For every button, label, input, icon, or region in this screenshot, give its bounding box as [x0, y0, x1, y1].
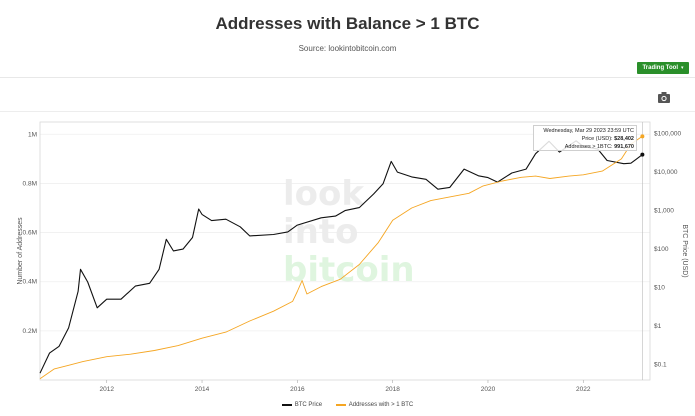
y-right-tick-label: $100 [654, 246, 669, 253]
tooltip-addresses-label: Addresses > 1BTC: [564, 144, 613, 150]
series-line [39, 135, 643, 380]
legend-item-price[interactable]: BTC Price [281, 402, 323, 408]
trading-tool-button[interactable]: Trading Tool ▾ [637, 62, 689, 74]
tooltip-price-value: $28,402 [614, 136, 634, 142]
y-left-axis-title: Number of Addresses [17, 217, 24, 285]
y-left-tick-label: 0.2M [23, 328, 37, 335]
y-left-tick-label: 1M [28, 131, 37, 138]
y-right-tick-label: $1,000 [654, 208, 674, 215]
legend-label-price: BTC Price [294, 402, 323, 408]
legend-swatch-addresses [335, 404, 346, 406]
legend-item-addresses[interactable]: Addresses with > 1 BTC [335, 402, 414, 408]
x-tick-label: 2022 [576, 386, 591, 393]
y-right-axis-title: BTC Price (USD) [681, 224, 688, 277]
y-left-tick-label: 0.8M [23, 180, 37, 187]
y-right-tick-label: $10,000 [654, 169, 678, 176]
y-right-tick-label: $100,000 [654, 131, 681, 138]
y-left-tick-label: 0.6M [23, 230, 37, 237]
y-right-tick-label: $10 [654, 285, 665, 292]
source-caption: Source: lookintobitcoin.com [298, 44, 397, 53]
tooltip-date: Wednesday, Mar 29 2023 23:59 UTC [543, 128, 634, 134]
watermark-text: into [283, 212, 358, 252]
tooltip-price-label: Price (USD): [581, 136, 613, 142]
tooltip-price: Price (USD): $28,402 [536, 135, 634, 143]
plot-frame [39, 121, 651, 381]
legend-label-addresses: Addresses with > 1 BTC [348, 402, 414, 408]
watermark-text: bitcoin [283, 250, 415, 290]
panel-divider [0, 77, 695, 78]
watermark: lookintobitcoin [283, 174, 415, 290]
x-tick-label: 2014 [195, 386, 210, 393]
watermark-text: look [283, 174, 365, 214]
series-line [39, 140, 643, 374]
trading-tool-label: Trading Tool [642, 65, 679, 71]
legend-swatch-price [281, 404, 292, 406]
x-tick-label: 2016 [290, 386, 305, 393]
hover-point-addresses [640, 134, 645, 139]
x-tick-label: 2012 [99, 386, 114, 393]
series-addresses [39, 135, 643, 380]
page-title: Addresses with Balance > 1 BTC [215, 14, 480, 33]
y-left-tick-label: 0.4M [23, 279, 37, 286]
x-tick-label: 2018 [385, 386, 400, 393]
tooltip-addresses: Addresses > 1BTC: 991,670 [536, 143, 634, 151]
chevron-down-icon: ▾ [681, 65, 684, 71]
hover-tooltip: Wednesday, Mar 29 2023 23:59 UTC Price (… [533, 125, 637, 151]
toolbar-divider [0, 111, 695, 112]
series-btc-price [39, 140, 643, 374]
tooltip-addresses-value: 991,670 [614, 144, 634, 150]
legend: BTC Price Addresses with > 1 BTC [0, 402, 695, 408]
camera-icon[interactable] [654, 88, 674, 106]
y-right-tick-label: $0.1 [654, 362, 667, 369]
y-right-tick-label: $1 [654, 323, 662, 330]
hover-point-price [640, 152, 645, 157]
x-tick-label: 2020 [481, 386, 496, 393]
